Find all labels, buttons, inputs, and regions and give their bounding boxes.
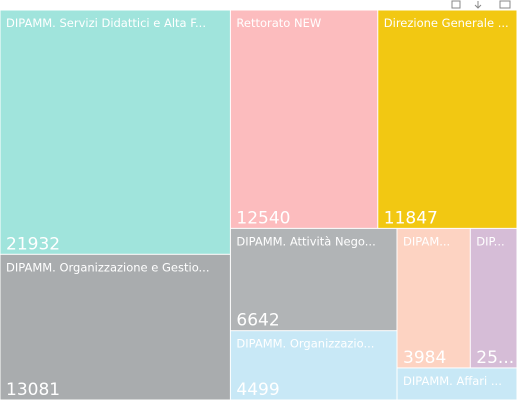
focus-icon[interactable] — [451, 0, 461, 9]
drill-icon[interactable] — [474, 1, 482, 9]
tile-text: DIPAMM. Organizzazione e Gestio... 13081 — [6, 260, 210, 400]
tile — [470, 228, 517, 368]
tile — [230, 10, 378, 228]
tile-label: DIPAMM. Organizzazione e Gestio... — [6, 260, 210, 274]
tile-value: 3984 — [403, 348, 446, 368]
tile-value: 13081 — [6, 380, 60, 400]
tile-value: 12540 — [236, 208, 290, 228]
tile-label: Rettorato NEW — [236, 16, 321, 30]
tile-text: Rettorato NEW 12540 — [236, 16, 321, 228]
tile-label: DIPAMM. Affari ... — [403, 374, 502, 388]
tile-value: 25... — [476, 348, 514, 368]
tile — [230, 228, 397, 331]
more-icon[interactable] — [499, 0, 511, 9]
toolbar-icons — [451, 0, 511, 9]
tile — [397, 368, 517, 400]
tile-value: 11847 — [384, 208, 438, 228]
tile-label: DIP... — [476, 234, 504, 248]
tile-text: DIPAMM. Servizi Didattici e Alta F... 219… — [6, 16, 206, 254]
tile-value: 4499 — [236, 380, 279, 400]
tile-text: DIP... 25... — [476, 234, 514, 368]
tile — [397, 228, 470, 368]
tile-label: DIPAMM. Attività Nego... — [236, 234, 375, 248]
tile-label: Direzione Generale ... — [384, 16, 509, 30]
tile-value: 6642 — [236, 311, 279, 331]
tile-text: Direzione Generale ... 11847 — [384, 16, 509, 228]
tile — [0, 10, 230, 254]
tile-label: DIPAM... — [403, 234, 450, 248]
tile-text: DIPAM... 3984 — [403, 234, 450, 368]
tile-label: DIPAMM. Servizi Didattici e Alta F... — [6, 16, 206, 30]
tile-text: DIPAMM. Affari ... — [403, 374, 502, 388]
tile-label: DIPAMM. Organizzazio... — [236, 337, 374, 351]
tile-text: DIPAMM. Organizzazio... 4499 — [236, 337, 374, 400]
tile — [0, 254, 230, 400]
tile — [378, 10, 517, 228]
tile — [230, 331, 397, 400]
tile-value: 21932 — [6, 234, 60, 254]
tile-text: DIPAMM. Attività Nego... 6642 — [236, 234, 375, 330]
